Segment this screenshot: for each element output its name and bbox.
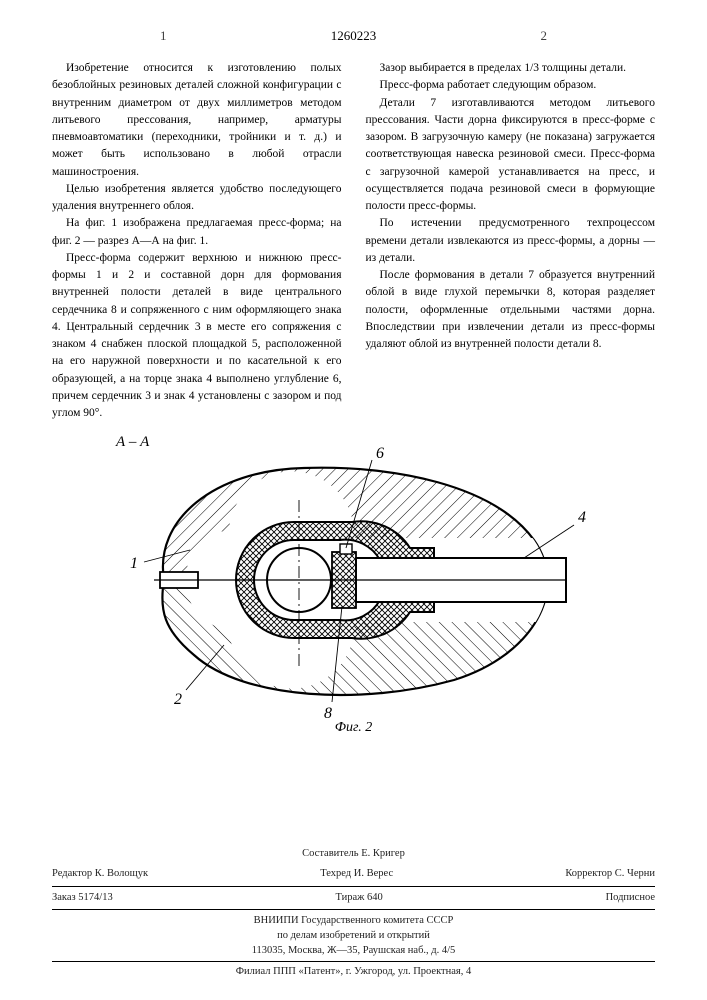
figure-svg: 6 4 1 2 8 (94, 430, 614, 730)
editor: Редактор К. Волощук (52, 867, 148, 882)
org1: ВНИИПИ Государственного комитета СССР (52, 914, 655, 929)
left-column: Изобретение относится к изготовлению пол… (52, 60, 342, 422)
recess-6 (340, 544, 352, 554)
org2: по делам изобретений и открытий (52, 929, 655, 944)
para: Изобретение относится к изготовлению пол… (52, 60, 342, 181)
left-column-number: 1 (160, 28, 167, 44)
para: На фиг. 1 изображена предлагаемая пресс-… (52, 215, 342, 250)
signed: Подписное (606, 891, 655, 906)
para: Пресс-форма работает следующим образом. (366, 77, 656, 94)
callout-2: 2 (174, 691, 182, 708)
right-column-number: 2 (541, 28, 548, 44)
para: По истечении предусмотренного техпроцесс… (366, 215, 656, 267)
para: Пресс-форма содержит верхнюю и нижнюю пр… (52, 250, 342, 423)
callout-6: 6 (376, 445, 384, 462)
para: Целью изобретения является удобство посл… (52, 181, 342, 216)
footer-divider (52, 961, 655, 962)
composer-label: Составитель (302, 848, 358, 859)
callout-4: 4 (578, 509, 586, 526)
composer-name: Е. Кригер (361, 848, 405, 859)
addr2: Филиал ППП «Патент», г. Ужгород, ул. Про… (52, 965, 655, 980)
addr1: 113035, Москва, Ж—35, Раушская наб., д. … (52, 944, 655, 959)
tirazh: Тираж 640 (335, 891, 382, 906)
callout-8: 8 (324, 705, 332, 722)
para: После формования в детали 7 образуется в… (366, 267, 656, 353)
para: Детали 7 изготавливаются методом литьево… (366, 95, 656, 216)
para: Зазор выбирается в пределах 1/3 толщины … (366, 60, 656, 77)
callout-1: 1 (130, 555, 138, 572)
right-column: Зазор выбирается в пределах 1/3 толщины … (366, 60, 656, 422)
footer: Составитель Е. Кригер Редактор К. Волощу… (52, 847, 655, 980)
text-columns: Изобретение относится к изготовлению пол… (52, 60, 655, 422)
corrector: Корректор С. Черни (565, 867, 655, 882)
figure-caption: Фиг. 2 (335, 720, 373, 736)
tech: Техред И. Верес (320, 867, 393, 882)
footer-org: ВНИИПИ Государственного комитета СССР по… (52, 914, 655, 980)
patent-number: 1260223 (331, 28, 377, 44)
footer-composer: Составитель Е. Кригер (52, 847, 655, 862)
footer-credits-row: Редактор К. Волощук Техред И. Верес Корр… (52, 867, 655, 887)
footer-print-row: Заказ 5174/13 Тираж 640 Подписное (52, 891, 655, 911)
order: Заказ 5174/13 (52, 891, 113, 906)
